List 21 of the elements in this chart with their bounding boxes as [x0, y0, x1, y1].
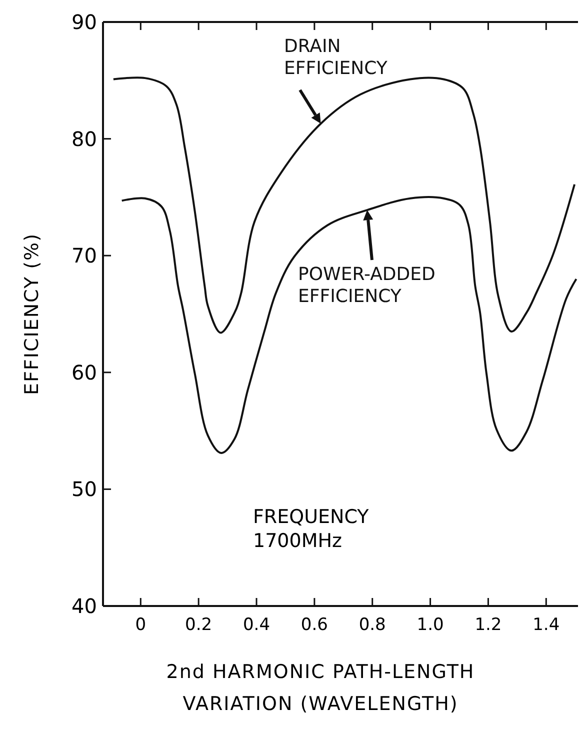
line-series [120, 196, 578, 454]
x-tick-label: 0 [135, 615, 146, 635]
y-tick-label: 90 [72, 10, 97, 34]
y-tick-label: 40 [72, 594, 97, 618]
x-axis-title: 2nd HARMONIC PATH-LENGTH VARIATION (WAVELENGTH) [166, 661, 475, 715]
y-tick-label: 50 [72, 477, 97, 502]
y-axis-title: EFFICIENCY (%) [21, 232, 43, 396]
line-series [112, 76, 576, 334]
y-tick-label: 60 [72, 360, 97, 384]
legend-label: DRAIN EFFICIENCY [284, 36, 388, 79]
y-tick-label: 70 [72, 244, 97, 268]
annotation: FREQUENCY 1700MHz [253, 506, 370, 552]
x-tick-label: 0.2 [185, 615, 212, 635]
y-tick-label: 80 [72, 126, 97, 151]
x-tick-label: 1.2 [474, 615, 502, 635]
x-tick-label: 0.8 [358, 615, 386, 635]
legend-label: POWER-ADDED EFFICIENCY [298, 264, 436, 307]
x-tick-label: 1.4 [532, 615, 560, 635]
x-tick-label: 0.4 [242, 615, 270, 635]
x-tick-label: 0.6 [300, 615, 328, 635]
x-tick-label: 1.0 [416, 615, 444, 635]
